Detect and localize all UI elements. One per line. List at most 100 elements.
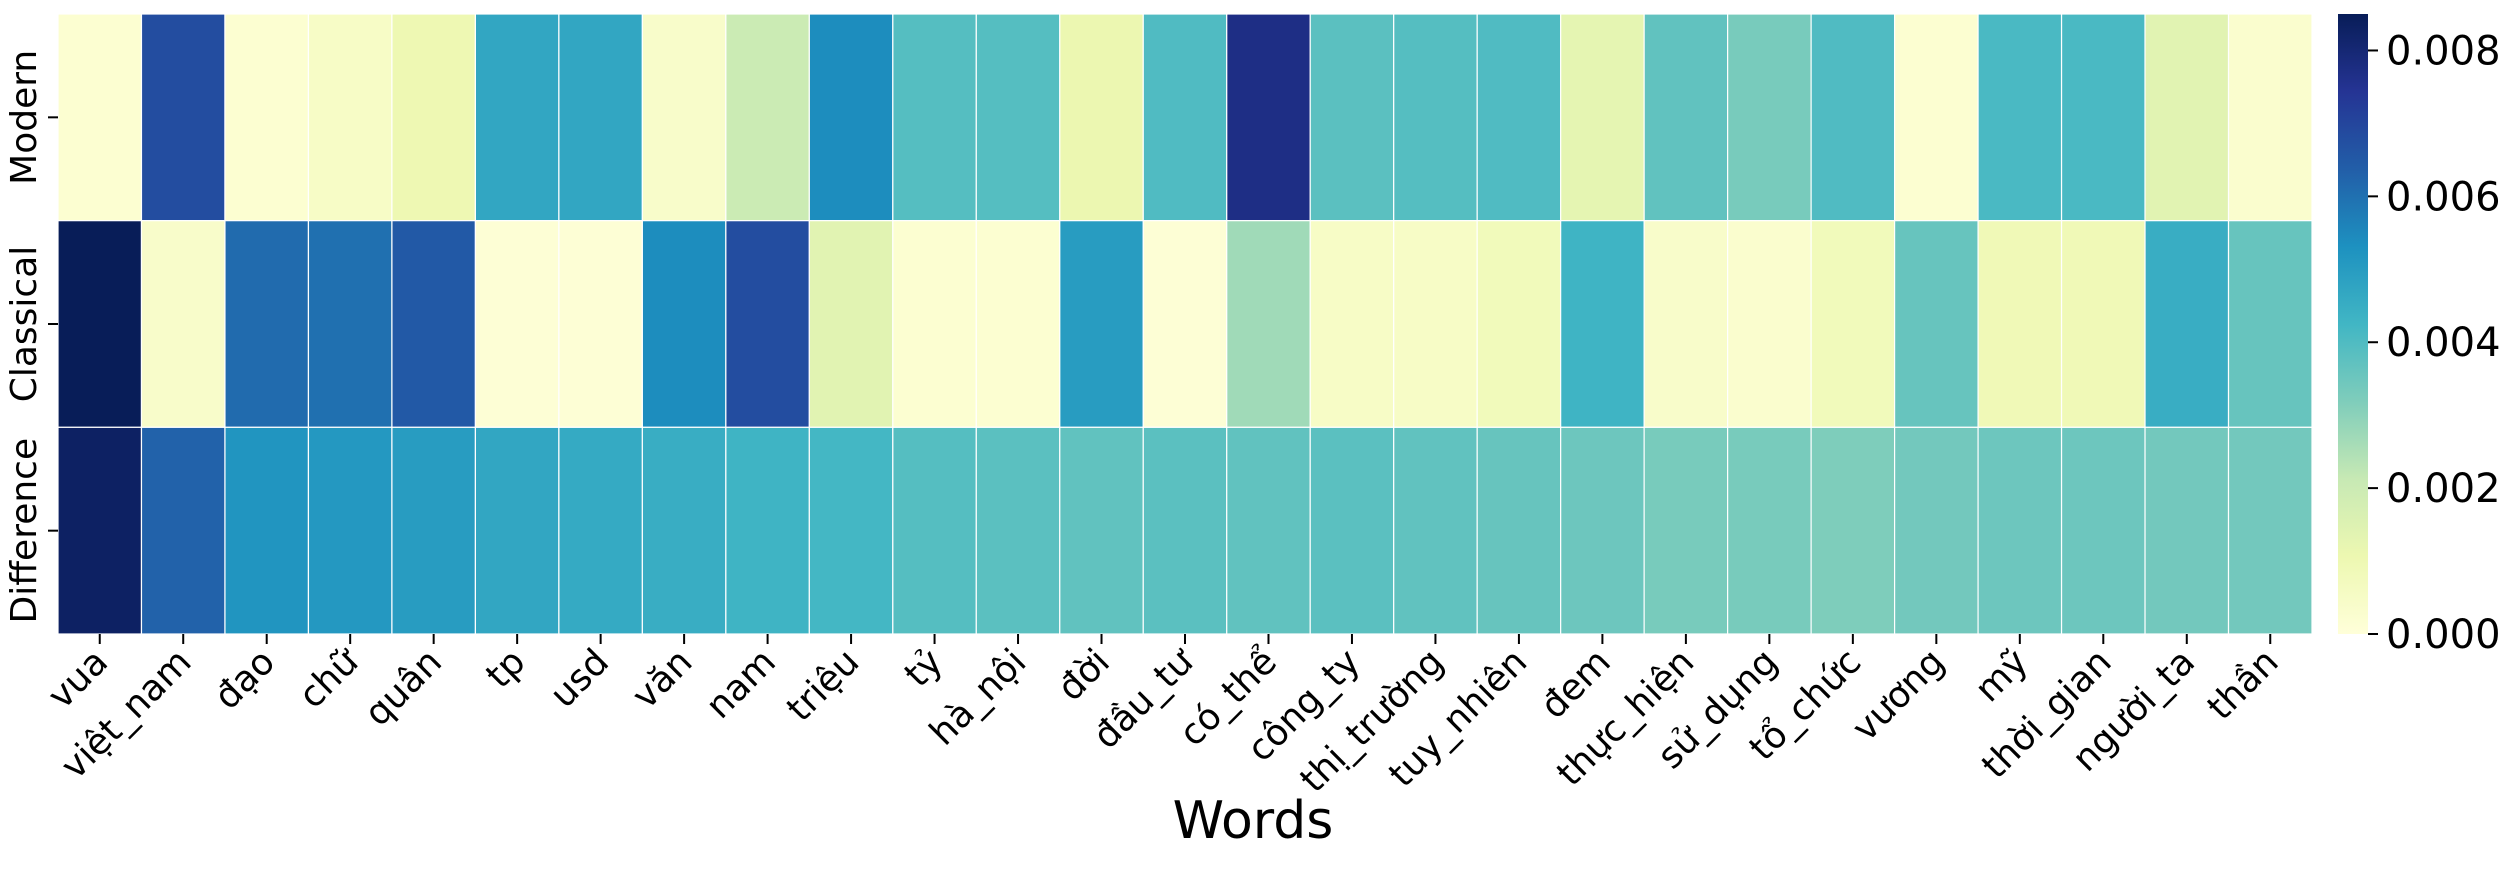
heatmap-cell	[224, 426, 310, 635]
x-tick-label: vua	[40, 641, 116, 717]
heatmap-cell	[1309, 426, 1395, 635]
heatmap-cell	[224, 13, 310, 222]
x-tick-label: hà_nội	[922, 641, 1034, 753]
heatmap-cell	[140, 426, 226, 635]
x-tick-label: văn	[625, 641, 701, 717]
heatmap-cell	[474, 13, 560, 222]
heatmap-cell	[2144, 220, 2230, 428]
heatmap-cell	[1810, 426, 1896, 635]
x-tick-label: mỹ	[1967, 641, 2036, 710]
heatmap-cell	[808, 220, 894, 428]
heatmap-cell	[1893, 13, 1979, 222]
heatmap-cell	[725, 13, 810, 222]
heatmap-cell	[1643, 426, 1729, 635]
heatmap-cell	[558, 426, 643, 635]
heatmap-cell	[1643, 13, 1729, 222]
heatmap-cell	[725, 426, 810, 635]
heatmap-cell	[2227, 426, 2313, 635]
x-tick-label: thần	[2200, 641, 2287, 728]
colorbar-tick-label: 0.000	[2386, 612, 2501, 658]
x-tick-label: quân	[357, 641, 450, 734]
heatmap-cell	[558, 13, 643, 222]
heatmap-cell	[1476, 426, 1562, 635]
heatmap-cell	[2144, 13, 2230, 222]
heatmap-cell	[808, 13, 894, 222]
heatmap-cell	[808, 426, 894, 635]
heatmap-cell	[1810, 13, 1896, 222]
colorbar-gradient	[2338, 14, 2368, 634]
heatmap-cell	[1309, 13, 1395, 222]
colorbar-tick-label: 0.008	[2386, 28, 2501, 74]
heatmap-cell	[725, 220, 810, 428]
heatmap-cell	[307, 426, 393, 635]
heatmap-cell	[1476, 13, 1562, 222]
heatmap-cell	[307, 13, 393, 222]
heatmap-cell	[558, 220, 643, 428]
heatmap-cell	[1142, 426, 1228, 635]
heatmap-cell	[892, 13, 977, 222]
heatmap-cell	[1226, 426, 1311, 635]
heatmap-cell	[1142, 13, 1228, 222]
colorbar-tick-label: 0.002	[2386, 466, 2501, 512]
heatmap-cell	[641, 426, 727, 635]
heatmap-cell	[1393, 13, 1478, 222]
heatmap-cell	[892, 426, 977, 635]
heatmap-cell	[1643, 220, 1729, 428]
heatmap-cell	[641, 220, 727, 428]
heatmap-cell	[57, 13, 143, 222]
heatmap-cell	[975, 13, 1061, 222]
y-tick-label: Modern	[4, 50, 45, 185]
x-tick-label: nam	[698, 641, 784, 727]
heatmap-cell	[1059, 220, 1144, 428]
heatmap-cell	[1226, 220, 1311, 428]
heatmap-cell	[1142, 220, 1228, 428]
heatmap-cell	[2144, 426, 2230, 635]
heatmap-cell	[975, 426, 1061, 635]
x-tick-label: usd	[542, 641, 617, 716]
colorbar-tick-label: 0.004	[2386, 320, 2501, 366]
heatmap-cell	[57, 426, 143, 635]
heatmap-cell	[1893, 426, 1979, 635]
x-tick-label: triệu	[779, 641, 867, 729]
heatmap-cell	[391, 220, 477, 428]
heatmap-cell	[1977, 220, 2063, 428]
heatmap-cell	[474, 426, 560, 635]
heatmap-cell	[1059, 426, 1144, 635]
heatmap-cell	[1226, 13, 1311, 222]
heatmap-cell	[224, 220, 310, 428]
heatmap-cell	[1727, 220, 1812, 428]
heatmap-cell	[2060, 426, 2146, 635]
heatmap-cell	[391, 426, 477, 635]
heatmap-cell	[892, 220, 977, 428]
heatmap-cell	[1393, 220, 1478, 428]
x-tick-label: đạo	[207, 641, 283, 717]
heatmap-cell	[140, 13, 226, 222]
heatmap-cell	[1560, 13, 1645, 222]
heatmap-cell	[1893, 220, 1979, 428]
heatmap-cell	[474, 220, 560, 428]
colorbar-tick-label: 0.006	[2386, 174, 2501, 220]
heatmap-cell	[641, 13, 727, 222]
heatmap-cell	[1309, 220, 1395, 428]
x-tick-label: tp	[478, 641, 533, 696]
x-tick-label: tỷ	[897, 641, 951, 695]
heatmap-cell	[1560, 220, 1645, 428]
heatmap-cell	[307, 220, 393, 428]
heatmap-cell	[2227, 220, 2313, 428]
colorbar: 0.000 0.002 0.004 0.006 0.008	[2338, 14, 2501, 658]
heatmap-cell	[57, 220, 143, 428]
y-tick-label: Difference	[4, 438, 45, 624]
heatmap-cell	[140, 220, 226, 428]
heatmap-cell	[2227, 13, 2313, 222]
heatmap-cell	[975, 220, 1061, 428]
heatmap-cell	[1560, 426, 1645, 635]
heatmap-cell	[2060, 13, 2146, 222]
heatmap-cell	[1393, 426, 1478, 635]
heatmap-cell	[1727, 13, 1812, 222]
x-tick-label: đời	[1050, 641, 1118, 709]
heatmap-cell	[1810, 220, 1896, 428]
x-axis-title: Words	[1173, 791, 1334, 851]
heatmap-cells	[57, 13, 2313, 635]
